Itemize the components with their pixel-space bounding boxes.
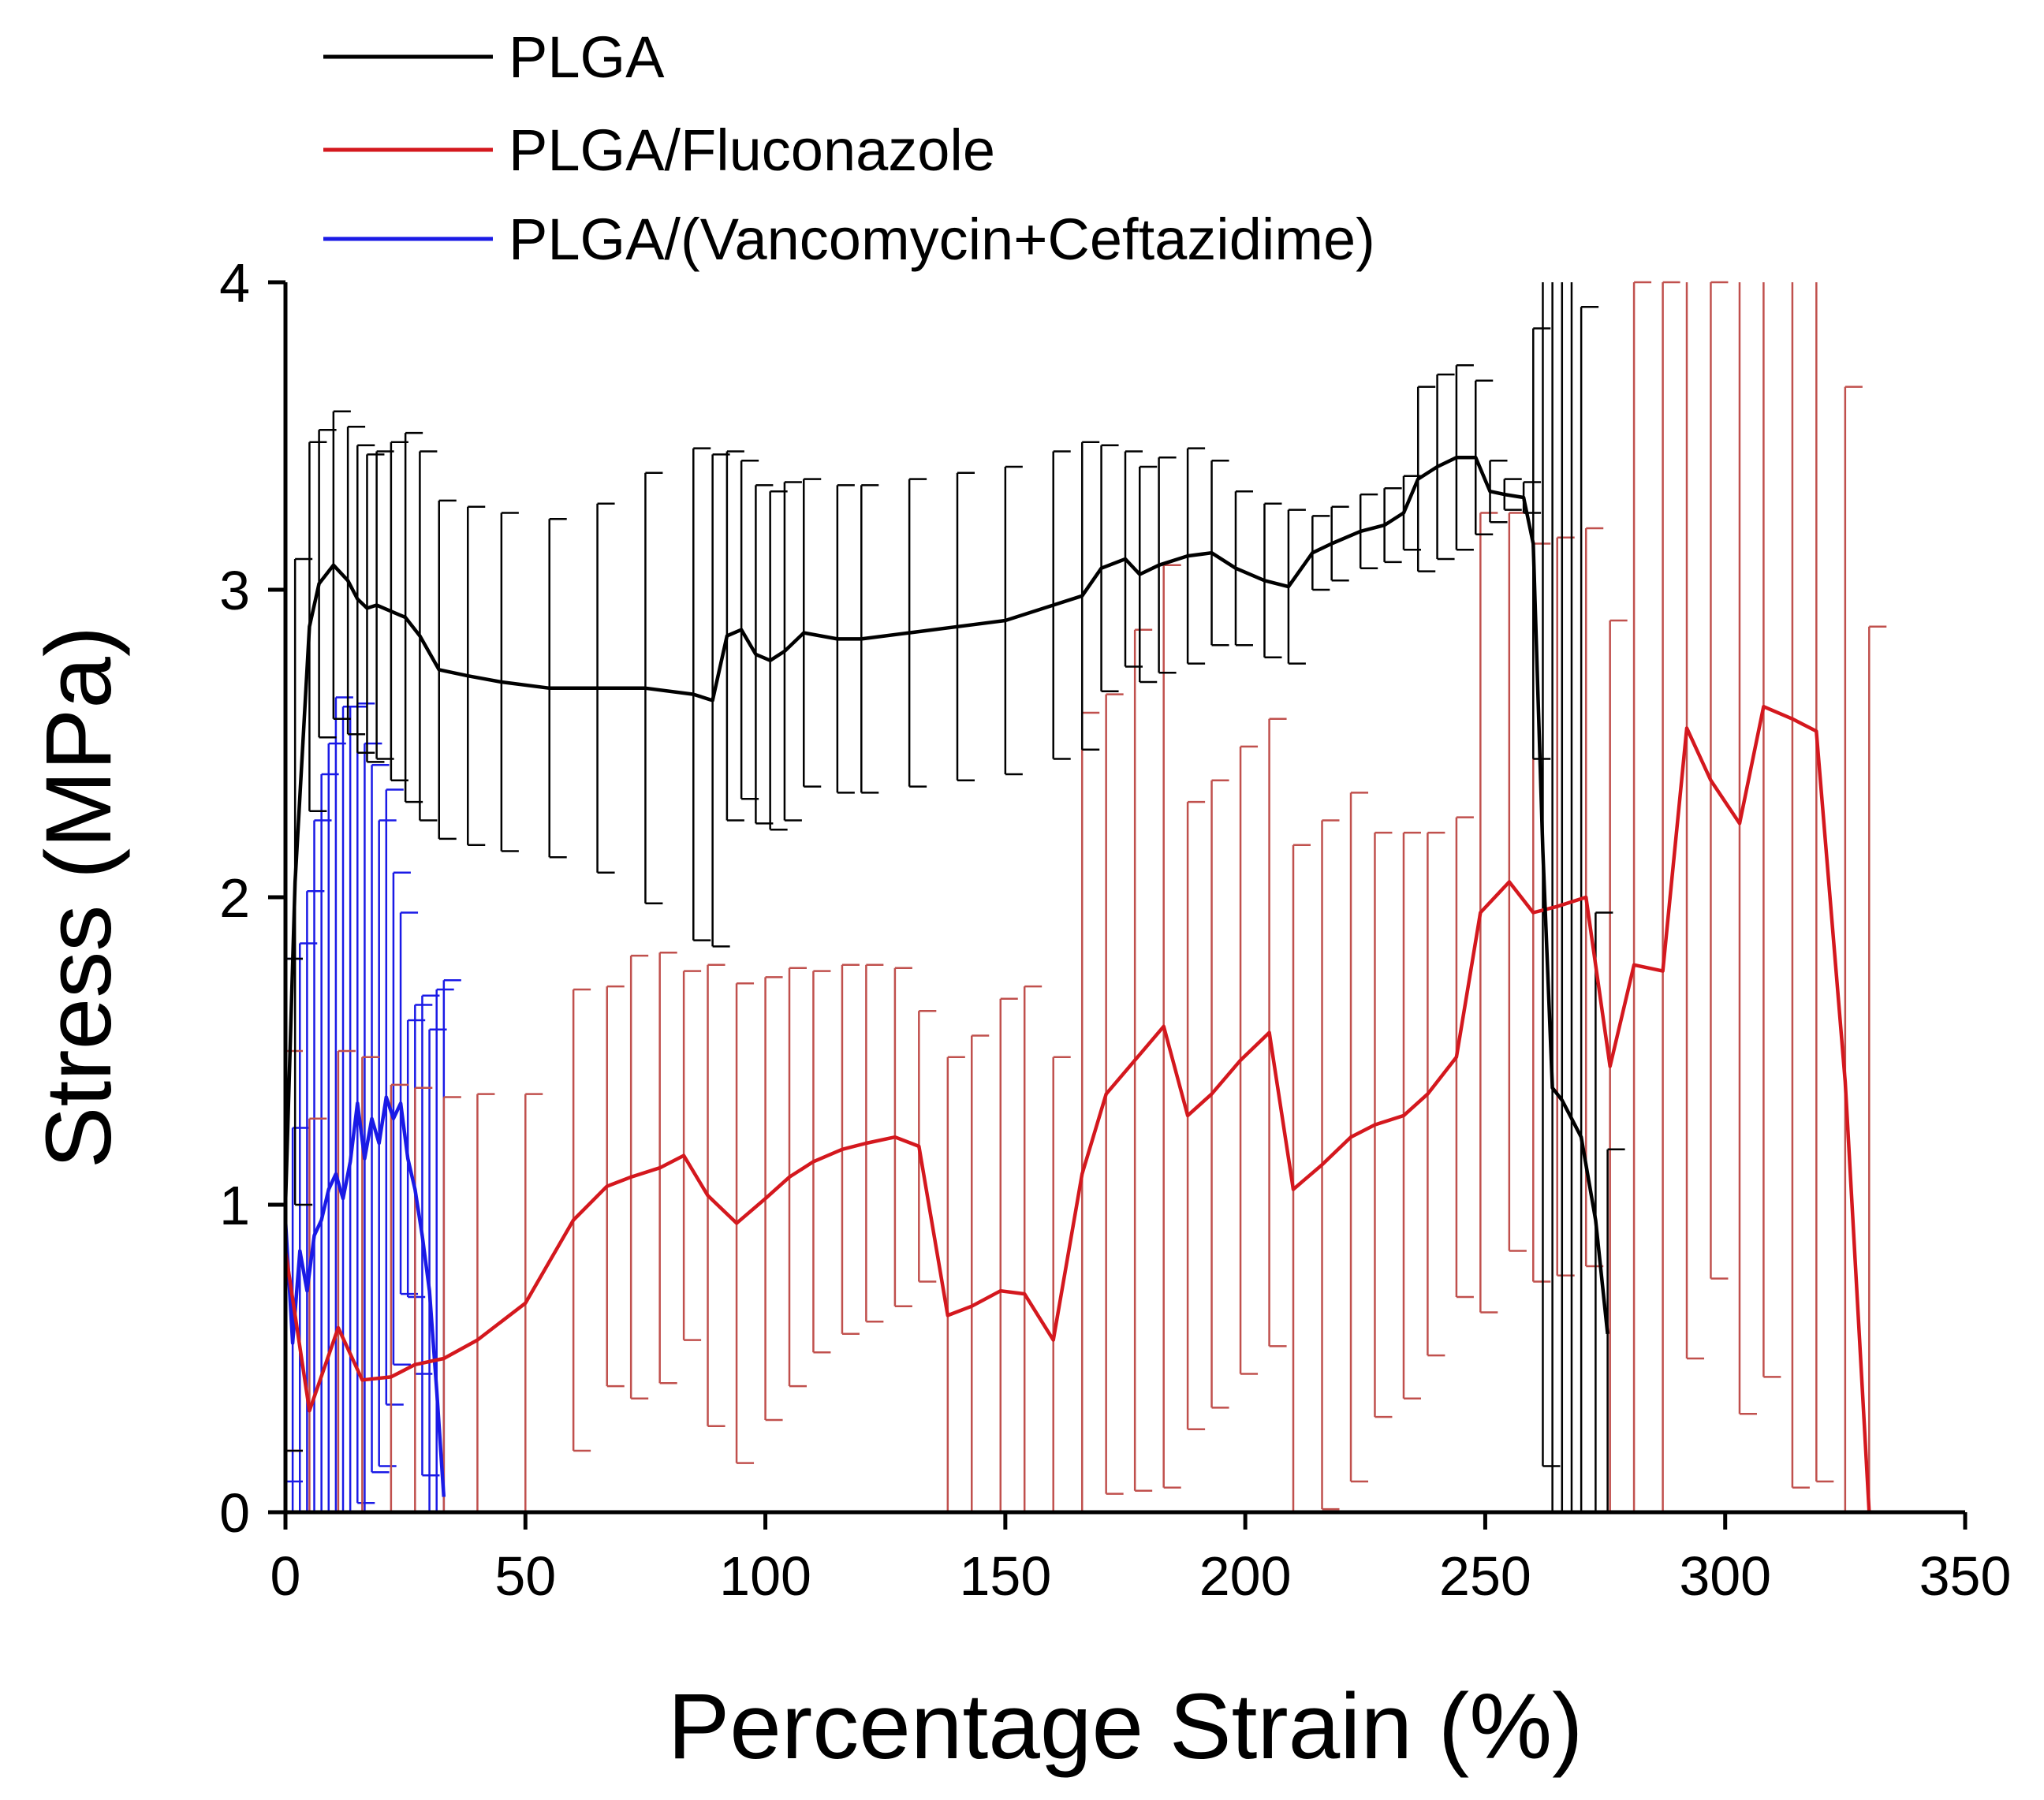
x-tick-label: 350 xyxy=(1919,1545,2012,1607)
error-bars-layer xyxy=(284,281,1887,1512)
series-line-plga-vancomycin-ceftazidime xyxy=(283,1095,446,1497)
x-tick-label: 150 xyxy=(959,1545,1051,1607)
y-tick-label: 2 xyxy=(219,867,250,929)
x-tick-label: 250 xyxy=(1439,1545,1531,1607)
x-tick-label: 0 xyxy=(270,1545,301,1607)
y-tick-label: 1 xyxy=(219,1175,250,1236)
legend-label-plga: PLGA xyxy=(509,24,665,90)
x-tick-label: 50 xyxy=(494,1545,556,1607)
series-line-plga-fluconazole xyxy=(283,704,1871,1513)
y-tick-label: 3 xyxy=(219,560,250,621)
x-tick-label: 200 xyxy=(1199,1545,1292,1607)
x-tick-label: 300 xyxy=(1679,1545,1771,1607)
x-tick-label: 100 xyxy=(719,1545,811,1607)
ticks-layer: 0 50 100 150 200 250 300 350 0 1 2 3 4 xyxy=(219,252,2011,1607)
legend-label-plga-vancomycin-ceftazidime: PLGA/(Vancomycin+Ceftazidime) xyxy=(509,207,1375,272)
x-axis-title: Percentage Strain (%) xyxy=(668,1675,1583,1779)
legend: PLGA PLGA/Fluconazole PLGA/(Vancomycin+C… xyxy=(323,24,1375,272)
legend-label-plga-fluconazole: PLGA/Fluconazole xyxy=(509,117,995,183)
y-tick-label: 0 xyxy=(219,1482,250,1544)
series-lines-layer xyxy=(283,456,1871,1513)
y-axis-title: Stress (MPa) xyxy=(27,626,131,1168)
series-line-plga xyxy=(283,456,1609,1335)
y-tick-label: 4 xyxy=(219,252,250,314)
